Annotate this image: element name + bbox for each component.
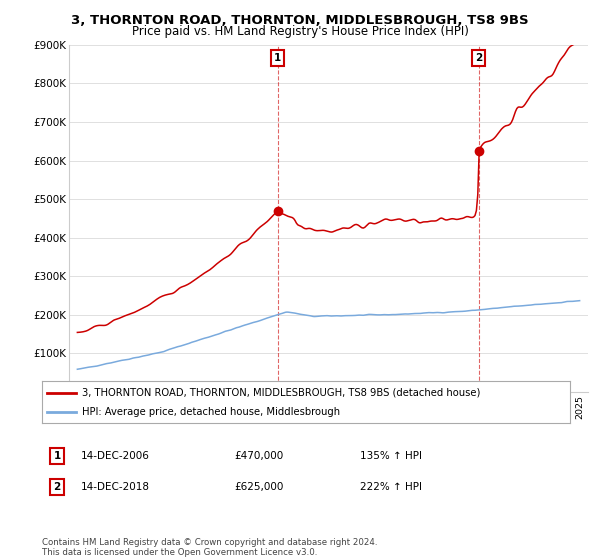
Text: 222% ↑ HPI: 222% ↑ HPI bbox=[360, 482, 422, 492]
Text: 3, THORNTON ROAD, THORNTON, MIDDLESBROUGH, TS8 9BS: 3, THORNTON ROAD, THORNTON, MIDDLESBROUG… bbox=[71, 14, 529, 27]
Text: £625,000: £625,000 bbox=[234, 482, 283, 492]
Text: 2: 2 bbox=[475, 53, 482, 63]
Text: 3, THORNTON ROAD, THORNTON, MIDDLESBROUGH, TS8 9BS (detached house): 3, THORNTON ROAD, THORNTON, MIDDLESBROUG… bbox=[82, 388, 480, 398]
Text: 135% ↑ HPI: 135% ↑ HPI bbox=[360, 451, 422, 461]
Text: 14-DEC-2006: 14-DEC-2006 bbox=[81, 451, 150, 461]
Text: Price paid vs. HM Land Registry's House Price Index (HPI): Price paid vs. HM Land Registry's House … bbox=[131, 25, 469, 38]
Text: 2: 2 bbox=[53, 482, 61, 492]
Text: 14-DEC-2018: 14-DEC-2018 bbox=[81, 482, 150, 492]
Text: 1: 1 bbox=[274, 53, 281, 63]
Text: HPI: Average price, detached house, Middlesbrough: HPI: Average price, detached house, Midd… bbox=[82, 407, 340, 417]
Text: £470,000: £470,000 bbox=[234, 451, 283, 461]
Text: 1: 1 bbox=[53, 451, 61, 461]
Text: Contains HM Land Registry data © Crown copyright and database right 2024.
This d: Contains HM Land Registry data © Crown c… bbox=[42, 538, 377, 557]
